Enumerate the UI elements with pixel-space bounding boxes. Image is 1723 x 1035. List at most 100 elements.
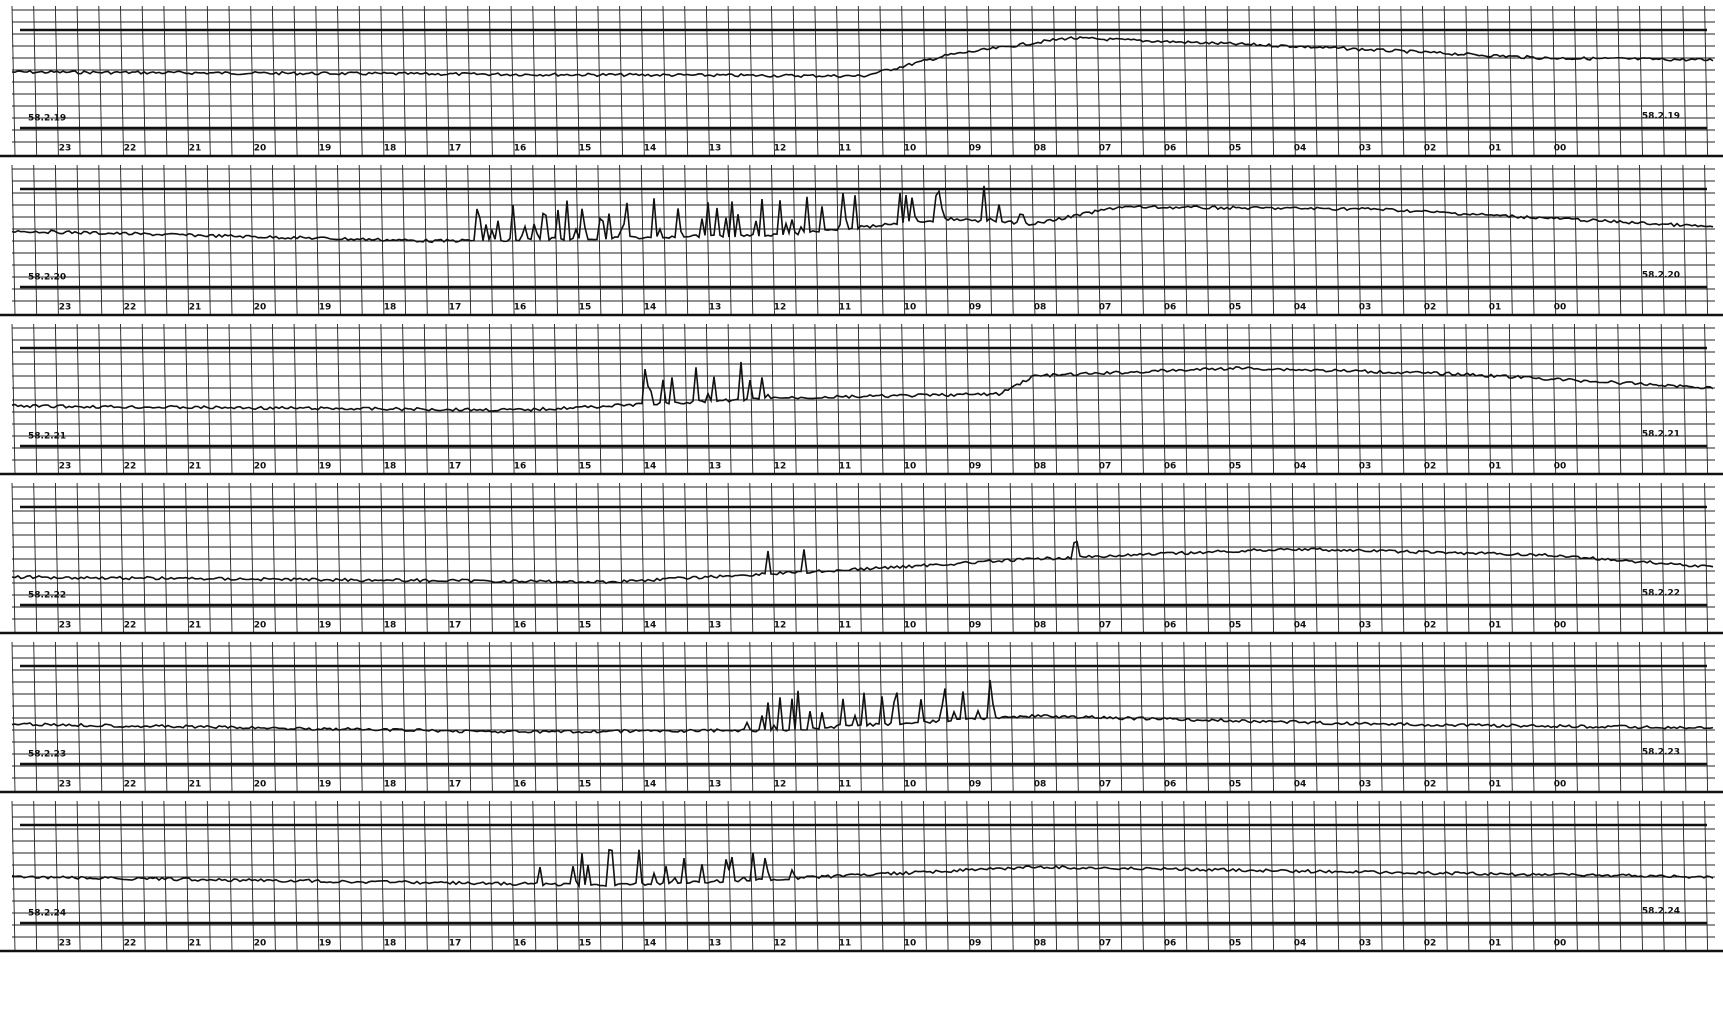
grid-line [1335,323,1340,475]
grid-line [1031,164,1036,316]
grid-line [1356,5,1361,157]
grid-line [1639,323,1643,475]
grid-line [1487,800,1492,952]
grid-line [1118,5,1123,157]
grid-line [1226,800,1231,952]
grid-line [1443,641,1448,793]
hour-label: 03 [1359,939,1372,949]
grid-line [488,482,493,634]
grid-line [1118,323,1123,475]
grid-line [1530,323,1535,475]
hour-label: 08 [1034,780,1047,790]
grid-line [901,323,906,475]
grid-line [250,5,255,157]
grid-line [1682,641,1687,793]
grid-line [1552,641,1557,793]
grid-line [1422,5,1426,157]
grid-line [1378,641,1383,793]
hour-label: 14 [644,462,657,472]
grid-line [554,641,558,793]
grid-line [749,164,754,316]
grid-line [879,482,884,634]
hour-label: 10 [904,939,917,949]
grid-line [337,800,341,952]
grid-line [271,800,276,952]
grid-line [575,5,580,157]
grid-line [597,164,602,316]
grid-line [1139,323,1144,475]
hour-label: 22 [124,462,137,472]
grid-line [857,641,862,793]
date-label: 58.2.23 [1642,748,1680,758]
grid-line [684,5,689,157]
hour-label: 11 [839,144,852,154]
grid-line [1378,323,1383,475]
grid-line [792,164,797,316]
hour-label: 07 [1099,303,1112,313]
hour-label: 07 [1099,939,1112,949]
grid-line [1053,323,1058,475]
grid-line [445,641,450,793]
grid-line [1009,5,1014,157]
date-label: 58.2.24 [1642,907,1680,917]
hour-label: 00 [1554,144,1567,154]
hour-label: 20 [254,621,267,631]
grid-line [120,800,124,952]
grid-line [1595,164,1600,316]
grid-line [1074,323,1079,475]
hour-label: 01 [1489,780,1502,790]
grid-line [619,5,624,157]
grid-line [727,482,732,634]
grid-line [771,323,775,475]
grid-line [250,641,255,793]
grid-line [1335,5,1340,157]
grid-line [836,641,841,793]
grid-line [141,482,146,634]
grid-line [1096,5,1101,157]
grid-line [423,800,428,952]
strip: 58.2.19 58.2.19 23 22 21 20 19 18 17 16 15 14 13 12 11… [0,5,1723,158]
hour-label: 17 [449,621,462,631]
grid-line [1617,5,1622,157]
grid-line [1248,641,1253,793]
hour-label: 15 [579,780,592,790]
grid-line [1205,323,1209,475]
hour-label: 22 [124,621,137,631]
grid-line [1487,323,1492,475]
grid-line [206,5,211,157]
grid-line [879,800,884,952]
grid-line [1205,164,1209,316]
grid-line [402,641,407,793]
hour-label: 09 [969,621,982,631]
hour-label: 15 [579,621,592,631]
grid-line [141,5,146,157]
grid-line [1031,800,1036,952]
hour-label: 11 [839,780,852,790]
hour-label: 07 [1099,780,1112,790]
hour-label: 12 [774,462,787,472]
grid-line [1205,641,1209,793]
grid-line [337,641,341,793]
grid-line [1096,323,1101,475]
hour-label: 05 [1229,780,1242,790]
grid-line [488,164,493,316]
grid-line [337,482,341,634]
grid-line [467,482,472,634]
grid-line [358,482,363,634]
hour-label: 05 [1229,144,1242,154]
grid-line [206,323,211,475]
grid-line [1356,482,1361,634]
hour-label: 13 [709,144,722,154]
grid-line [1291,164,1296,316]
grid-line [771,800,775,952]
grid-line [120,5,124,157]
hour-label: 20 [254,303,267,313]
hour-label: 13 [709,939,722,949]
grid-line [54,482,59,634]
hour-label: 00 [1554,462,1567,472]
grid-line [315,164,320,316]
grid-line [228,641,233,793]
grid-line [836,800,841,952]
grid-line [1074,5,1079,157]
